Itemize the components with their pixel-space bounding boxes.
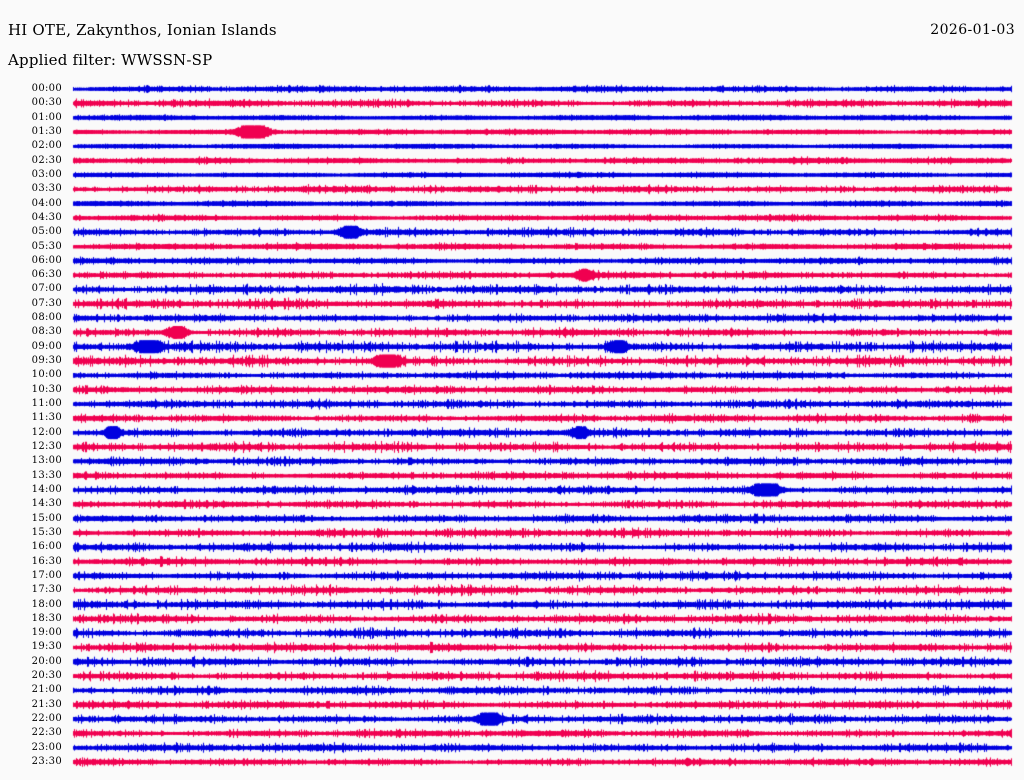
time-label: 03:00 (31, 168, 62, 180)
applied-filter-label: Applied filter: WWSSN-SP (8, 51, 213, 69)
time-label: 05:30 (31, 240, 62, 252)
time-label: 16:30 (31, 555, 62, 567)
time-label: 05:00 (31, 226, 62, 238)
time-label: 07:30 (31, 297, 62, 309)
seismogram-traces (0, 78, 1024, 778)
time-label: 14:00 (31, 483, 62, 495)
time-label: 17:30 (31, 584, 62, 596)
time-label: 01:30 (31, 125, 62, 137)
time-label: 04:00 (31, 197, 62, 209)
time-label: 00:30 (31, 97, 62, 109)
time-label: 14:30 (31, 498, 62, 510)
time-label: 18:00 (31, 598, 62, 610)
record-date: 2026-01-03 (930, 22, 1015, 38)
time-label: 12:30 (31, 441, 62, 452)
time-label: 18:30 (31, 612, 62, 624)
time-label: 09:00 (31, 340, 62, 352)
time-label: 21:00 (31, 684, 62, 696)
time-label: 22:30 (31, 727, 62, 739)
time-label: 10:30 (31, 383, 62, 395)
time-label: 11:30 (31, 412, 62, 424)
time-label: 02:00 (31, 140, 62, 152)
time-label: 16:00 (31, 541, 62, 553)
helicorder-plot: 00:00 00:30 01:00 01:30 02:00 02:30 03:00 03:30… (0, 78, 1024, 778)
time-label: 06:00 (31, 254, 62, 266)
time-label: 07:00 (31, 283, 62, 295)
time-label: 13:00 (31, 455, 62, 467)
time-label: 23:00 (31, 741, 62, 753)
time-label: 04:30 (31, 211, 62, 223)
time-label: 09:30 (31, 355, 62, 367)
time-label: 01:00 (31, 111, 62, 123)
time-label: 03:30 (31, 183, 62, 195)
time-label: 23:30 (31, 756, 62, 768)
time-label: 12:00 (31, 426, 62, 438)
time-label: 19:00 (31, 627, 62, 639)
time-label: 20:00 (31, 655, 62, 667)
time-label: 20:30 (31, 670, 62, 682)
time-label: 22:00 (31, 713, 62, 725)
time-label: 13:30 (31, 469, 62, 481)
time-label: 00:00 (31, 83, 62, 94)
time-label: 21:30 (31, 698, 62, 710)
time-axis: 00:00 00:30 01:00 01:30 02:00 02:30 03:00 03:30… (0, 78, 70, 778)
time-label: 08:30 (31, 326, 62, 338)
time-label: 15:30 (31, 526, 62, 538)
time-label: 10:00 (31, 369, 62, 381)
time-label: 19:30 (31, 641, 62, 653)
time-label: 02:30 (31, 154, 62, 166)
time-label: 15:00 (31, 512, 62, 524)
time-label: 17:00 (31, 569, 62, 581)
time-label: 08:00 (31, 312, 62, 324)
time-label: 11:00 (31, 398, 62, 410)
time-label: 06:30 (31, 269, 62, 281)
page-title: HI OTE, Zakynthos, Ionian Islands (8, 21, 277, 39)
